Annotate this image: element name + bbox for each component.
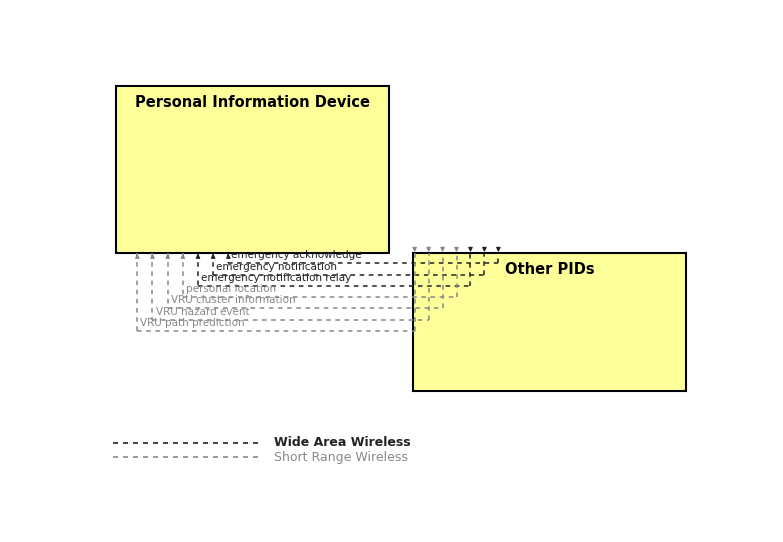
Text: Wide Area Wireless: Wide Area Wireless: [274, 436, 410, 449]
Text: VRU hazard event: VRU hazard event: [156, 307, 249, 317]
Bar: [116, 86, 389, 253]
Text: emergency acknowledge: emergency acknowledge: [232, 250, 362, 260]
Text: emergency notification: emergency notification: [216, 262, 337, 272]
Text: VRU cluster information: VRU cluster information: [171, 295, 295, 306]
Text: Short Range Wireless: Short Range Wireless: [274, 451, 408, 464]
Bar: [413, 253, 687, 391]
Text: Other PIDs: Other PIDs: [505, 262, 595, 277]
Text: VRU path prediction: VRU path prediction: [140, 318, 245, 328]
Text: emergency notification relay: emergency notification relay: [201, 273, 352, 283]
Text: personal location: personal location: [186, 284, 276, 294]
Text: Personal Information Device: Personal Information Device: [135, 95, 370, 110]
